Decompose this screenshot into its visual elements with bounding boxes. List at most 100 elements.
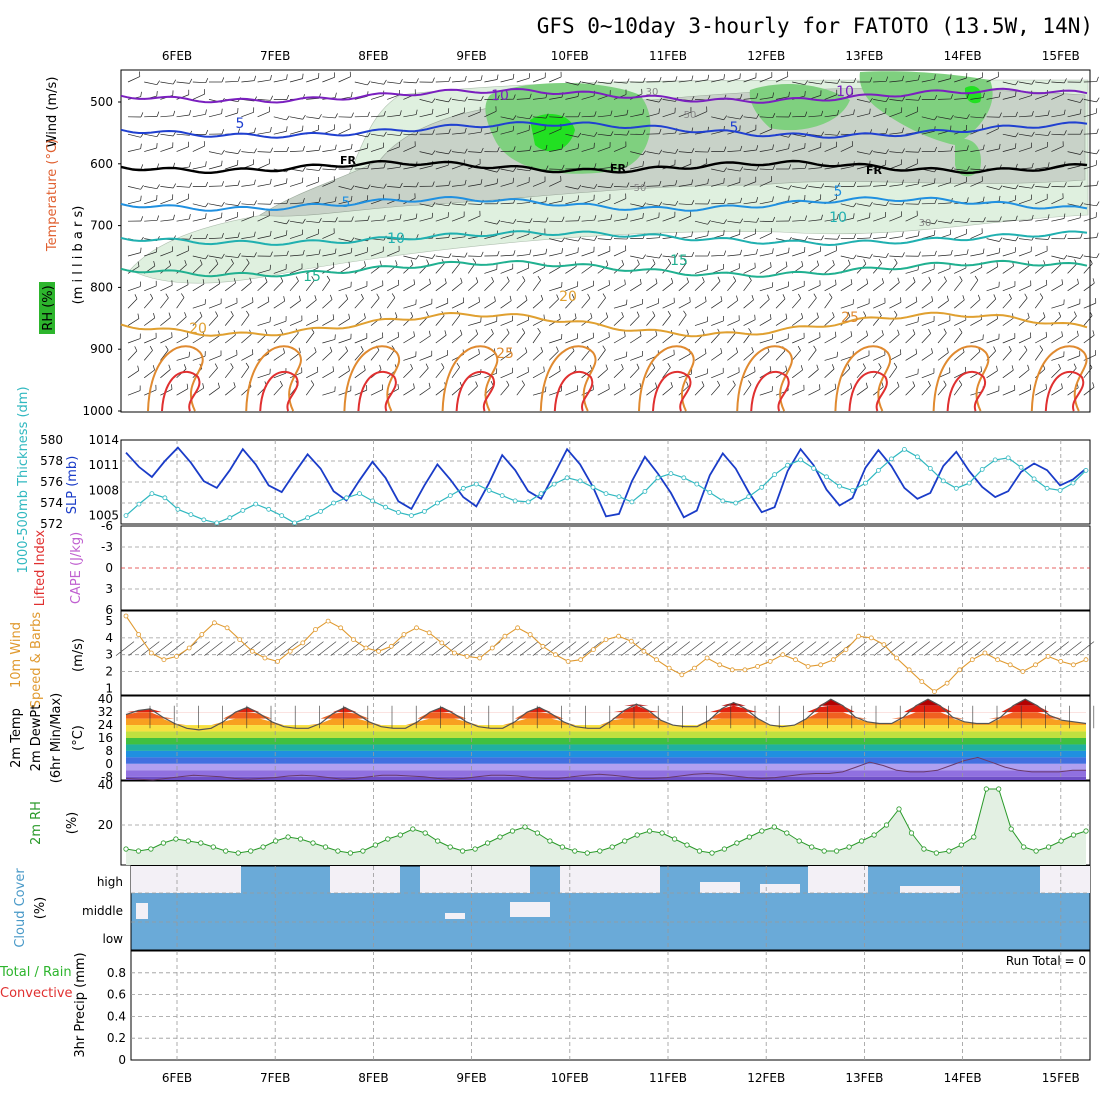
wind-barb-flag: [707, 230, 709, 236]
ylabel-millibars: (m i l l i b a r s): [71, 206, 86, 305]
thickness-point: [525, 499, 531, 505]
thickness-point: [136, 501, 142, 507]
wind-barb-flag: [754, 366, 756, 372]
rh2m-point: [983, 786, 989, 792]
thickness-point: [785, 462, 790, 468]
wind-barb: [856, 355, 870, 361]
wind-barb-flag: [1042, 312, 1046, 318]
wind-barb: [597, 146, 611, 152]
wind-barb-flag: [577, 143, 579, 149]
wind-barb-flag: [667, 310, 671, 316]
wind-barb: [824, 238, 838, 240]
wind-barb: [759, 266, 772, 274]
wind-barb-flag: [431, 98, 436, 103]
wind-barb: [743, 181, 756, 187]
wind10m-point: [755, 664, 760, 669]
thickness-point: [266, 506, 272, 512]
wind-barb-flag: [928, 328, 931, 334]
wind-barb: [451, 236, 465, 239]
wind-barb-flag: [189, 78, 193, 84]
wind-barb: [1051, 133, 1065, 136]
wind-barb: [1035, 114, 1049, 118]
wind-barb-flag: [318, 217, 322, 223]
wind-barb: [613, 198, 627, 205]
wind-barb-flag: [574, 365, 577, 371]
wind-barb-flag: [1092, 278, 1095, 284]
contour-label: 5: [342, 195, 351, 211]
wind-barb-flag: [237, 232, 240, 238]
wind-barb: [322, 391, 335, 396]
wind-barb: [387, 114, 401, 118]
wind-barb: [646, 335, 658, 344]
wind-barb-flag: [512, 73, 515, 79]
wind-barb: [856, 255, 870, 259]
wind-barb: [581, 285, 594, 292]
wind-barb-flag: [642, 109, 645, 115]
thickness-point: [798, 457, 803, 463]
wind-barb-flag: [621, 364, 624, 369]
ylabel-2m-temp: 2m Temp: [9, 708, 24, 768]
wind-barb: [775, 252, 789, 257]
wind-barb: [953, 351, 965, 361]
wind-barb-flag: [691, 251, 695, 257]
wind10m-point: [338, 625, 344, 631]
wind10m-barb: [1063, 641, 1082, 656]
ylabel-thickness: 1000-500mb Thickness (dm): [16, 386, 31, 573]
wind-barb: [435, 302, 448, 309]
wind-barb-flag: [1039, 293, 1044, 298]
wind-barb: [824, 114, 838, 118]
wind-barb: [792, 167, 806, 170]
wind-barb: [208, 165, 222, 170]
wind-barb: [613, 284, 626, 292]
wind-barb: [597, 284, 610, 292]
tick-label: 2: [105, 664, 113, 678]
wind-barb: [808, 238, 822, 241]
wind-barb: [273, 78, 287, 83]
wind-barb: [208, 283, 220, 292]
wind-barb-flag: [983, 217, 986, 223]
wind-barb: [1018, 219, 1032, 222]
wind-barb: [613, 336, 626, 344]
thickness-point: [188, 512, 194, 517]
tick-label: 1000: [82, 404, 113, 418]
wind10m-barb: [1012, 641, 1032, 656]
wind-barb: [176, 146, 189, 152]
thickness-slp-series: [123, 446, 1089, 526]
wind-barb: [889, 334, 900, 344]
wind-barb-flag: [869, 253, 873, 259]
wind-barb: [743, 384, 752, 396]
thickness-point: [253, 501, 259, 507]
wind-barb-flag: [1015, 143, 1017, 149]
rh2m-point: [796, 838, 802, 844]
tick-label: 24: [98, 718, 113, 732]
wind-barb: [986, 298, 997, 309]
wind-barb: [549, 200, 562, 205]
thickness-point: [733, 500, 739, 506]
wind10m-point: [1033, 662, 1038, 668]
wind-barb-flag: [379, 364, 382, 370]
wind-barb: [694, 385, 705, 396]
rh2m-point: [908, 830, 915, 836]
wind-barb: [467, 385, 478, 396]
wind-barb-flag: [187, 279, 189, 285]
wind-barb-flag: [739, 218, 744, 224]
wind-barb-flag: [351, 112, 354, 118]
wind-barb: [678, 314, 687, 326]
wind-barb: [516, 371, 529, 379]
wind-barb: [127, 298, 138, 309]
thickness-point: [694, 481, 700, 487]
wind-barb-flag: [1011, 365, 1014, 371]
wind-barb: [1018, 115, 1032, 118]
wind-barb-flag: [529, 249, 532, 255]
wind-barb: [873, 151, 887, 154]
wind-barb: [646, 185, 660, 187]
wind-barb-flag: [1047, 130, 1051, 136]
wind-barb: [225, 80, 239, 83]
wind-barb-flag: [1096, 149, 1100, 155]
wind-barb-flag: [472, 258, 476, 263]
wind-barb: [322, 253, 336, 257]
wind-barb: [322, 77, 335, 83]
temp-contour-30: [750, 371, 790, 412]
